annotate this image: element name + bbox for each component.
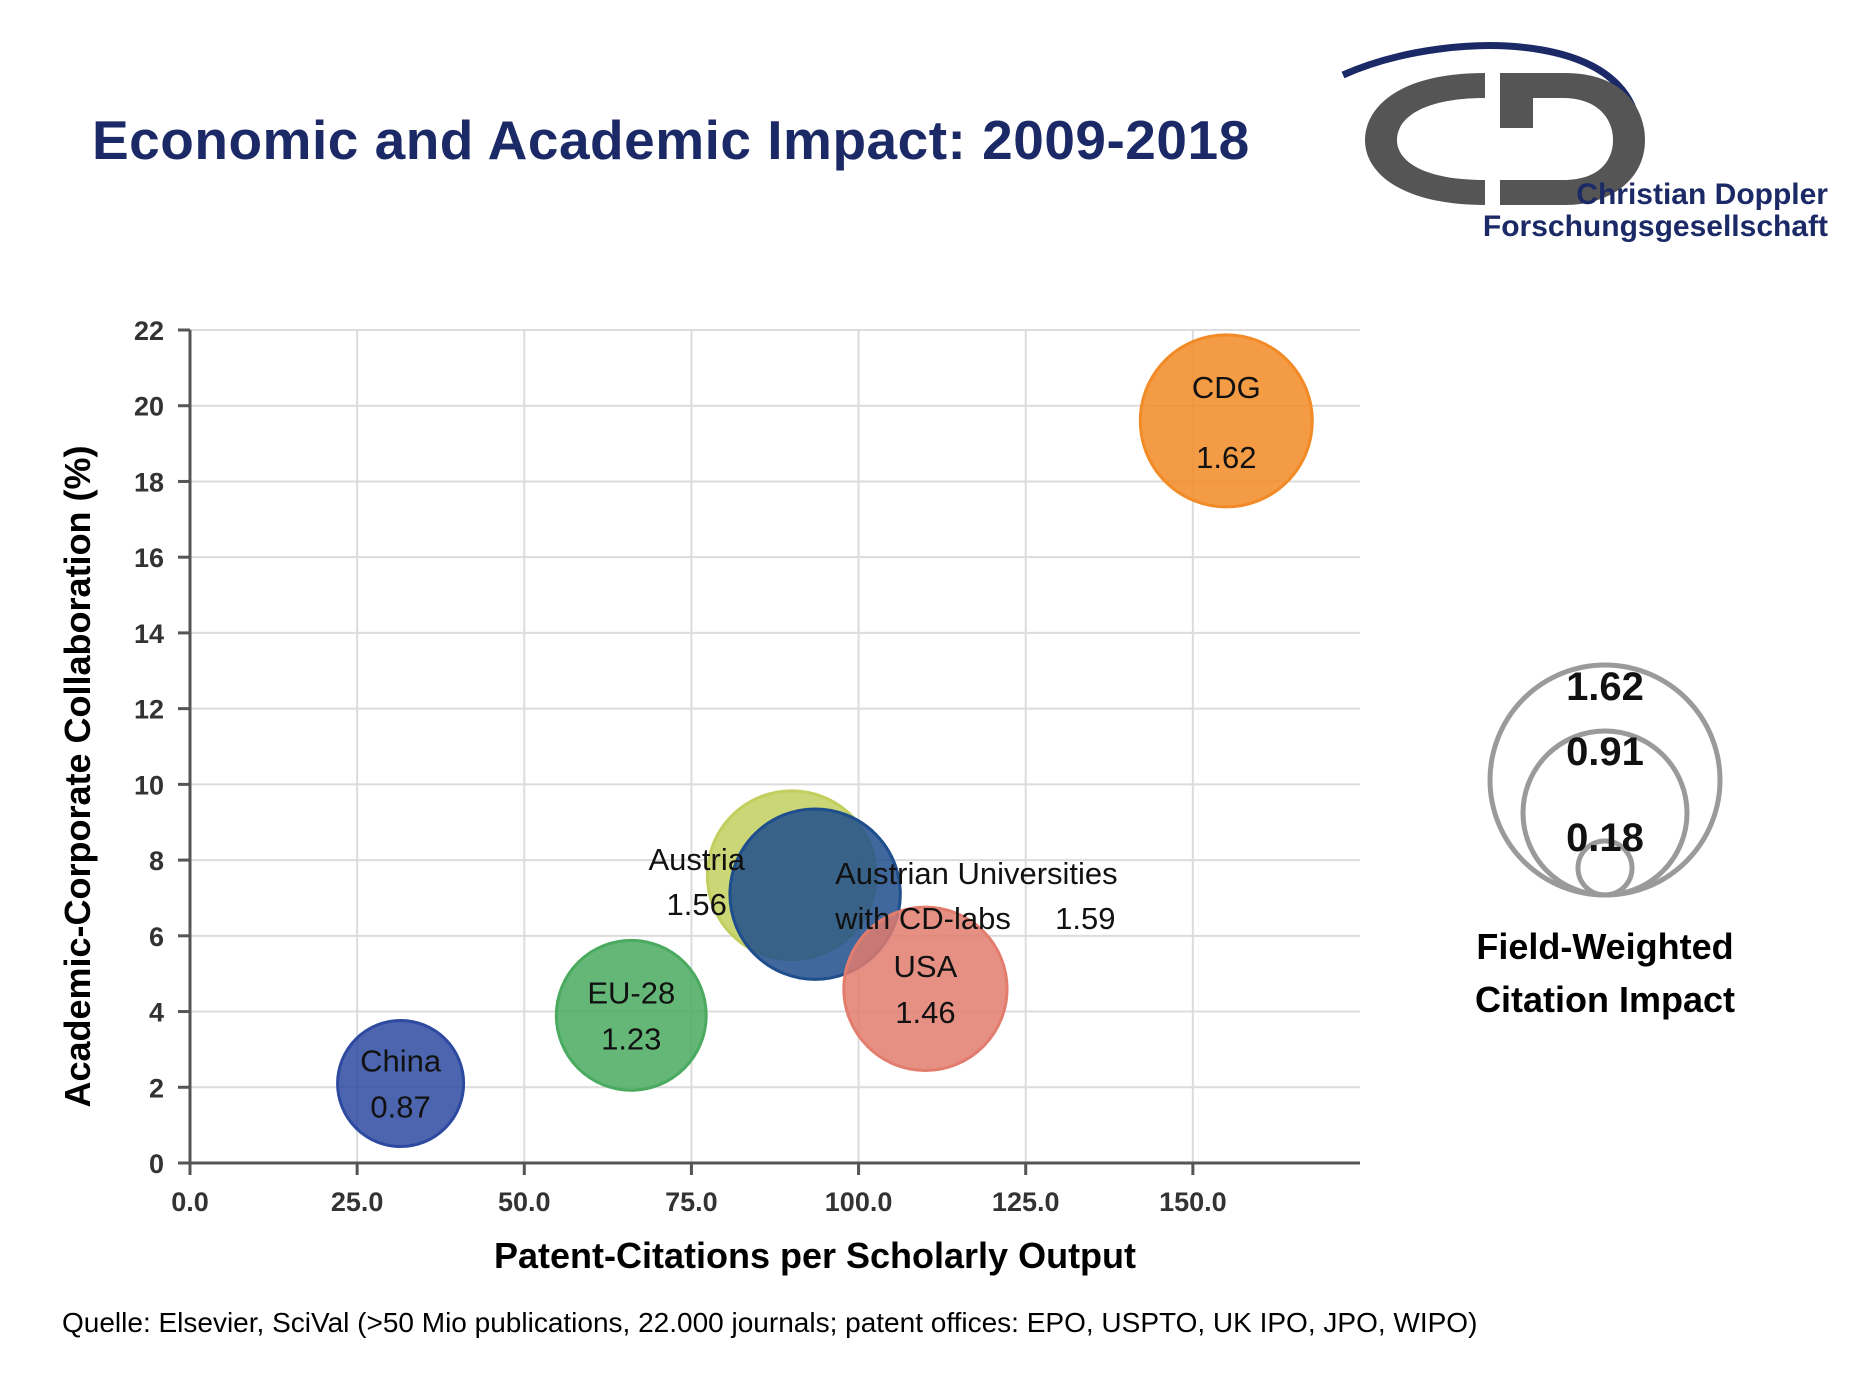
logo-d-shape <box>1500 73 1645 205</box>
y-tick-label: 6 <box>149 922 164 952</box>
x-tick-label: 75.0 <box>665 1187 718 1217</box>
label-usa-value: 1.46 <box>895 995 955 1030</box>
source-note: Quelle: Elsevier, SciVal (>50 Mio public… <box>62 1307 1478 1338</box>
label-eu-28-value: 1.23 <box>601 1021 661 1056</box>
bubble-china <box>336 1018 466 1149</box>
bubble-austrian-universities-with-cd-labs <box>728 807 902 981</box>
label-usa-name: USA <box>894 949 958 984</box>
y-tick-label: 0 <box>149 1149 164 1179</box>
x-tick-label: 50.0 <box>498 1187 551 1217</box>
label-austria-value: 1.56 <box>667 887 727 922</box>
size-legend-title: Field-Weighted Citation Impact <box>1440 920 1770 1026</box>
bubble-usa <box>842 905 1009 1072</box>
x-tick-label: 150.0 <box>1159 1187 1227 1217</box>
x-axis-title: Patent-Citations per Scholarly Output <box>494 1235 1136 1276</box>
logo-text-line1: Christian Doppler <box>1576 178 1828 211</box>
x-tick-label: 25.0 <box>331 1187 384 1217</box>
y-tick-label: 2 <box>149 1073 164 1103</box>
y-tick-label: 14 <box>134 619 164 649</box>
size-legend-value-small: 0.18 <box>1566 816 1644 860</box>
y-tick-label: 8 <box>149 846 164 876</box>
y-tick-label: 4 <box>149 998 164 1028</box>
size-legend-circle-small <box>1575 838 1635 898</box>
bubble-eu-28 <box>554 938 708 1092</box>
label-eu-28-name: EU-28 <box>587 975 675 1010</box>
y-tick-label: 18 <box>134 467 164 497</box>
y-tick-label: 16 <box>134 543 164 573</box>
label-austrian-universities-with-cd-labs-value: 1.59 <box>1055 901 1115 936</box>
size-legend-title-line1: Field-Weighted <box>1476 926 1734 967</box>
logo-c-ring <box>1365 73 1485 205</box>
label-cdg-name: CDG <box>1192 370 1261 405</box>
cd-logo-mark <box>1341 42 1645 205</box>
size-legend-title-line2: Citation Impact <box>1474 979 1735 1020</box>
y-tick-label: 10 <box>134 770 164 800</box>
label-austria-name: Austria <box>648 842 745 877</box>
label-cdg-value: 1.62 <box>1196 440 1256 475</box>
y-tick-label: 20 <box>134 392 164 422</box>
y-tick-label: 22 <box>134 316 164 346</box>
bubble-cdg <box>1138 333 1314 509</box>
label-china-value: 0.87 <box>370 1089 430 1124</box>
x-tick-label: 100.0 <box>825 1187 893 1217</box>
page-title: Economic and Academic Impact: 2009-2018 <box>92 109 1250 171</box>
label-austrian-universities-with-cd-labs-name-line2: with CD-labs <box>834 901 1011 936</box>
label-austrian-universities-with-cd-labs-name-line1: Austrian Universities <box>835 856 1118 891</box>
size-legend: 1.62 0.91 0.18 <box>1487 662 1723 898</box>
label-china-name: China <box>360 1043 442 1078</box>
y-tick-label: 12 <box>134 695 164 725</box>
y-axis-title: Academic-Corporate Collaboration (%) <box>57 445 98 1107</box>
logo-text-line2: Forschungsgesellschaft <box>1482 210 1828 243</box>
x-tick-label: 125.0 <box>992 1187 1060 1217</box>
x-tick-label: 0.0 <box>171 1187 209 1217</box>
size-legend-value-large: 1.62 <box>1566 665 1644 709</box>
size-legend-value-medium: 0.91 <box>1566 730 1644 774</box>
